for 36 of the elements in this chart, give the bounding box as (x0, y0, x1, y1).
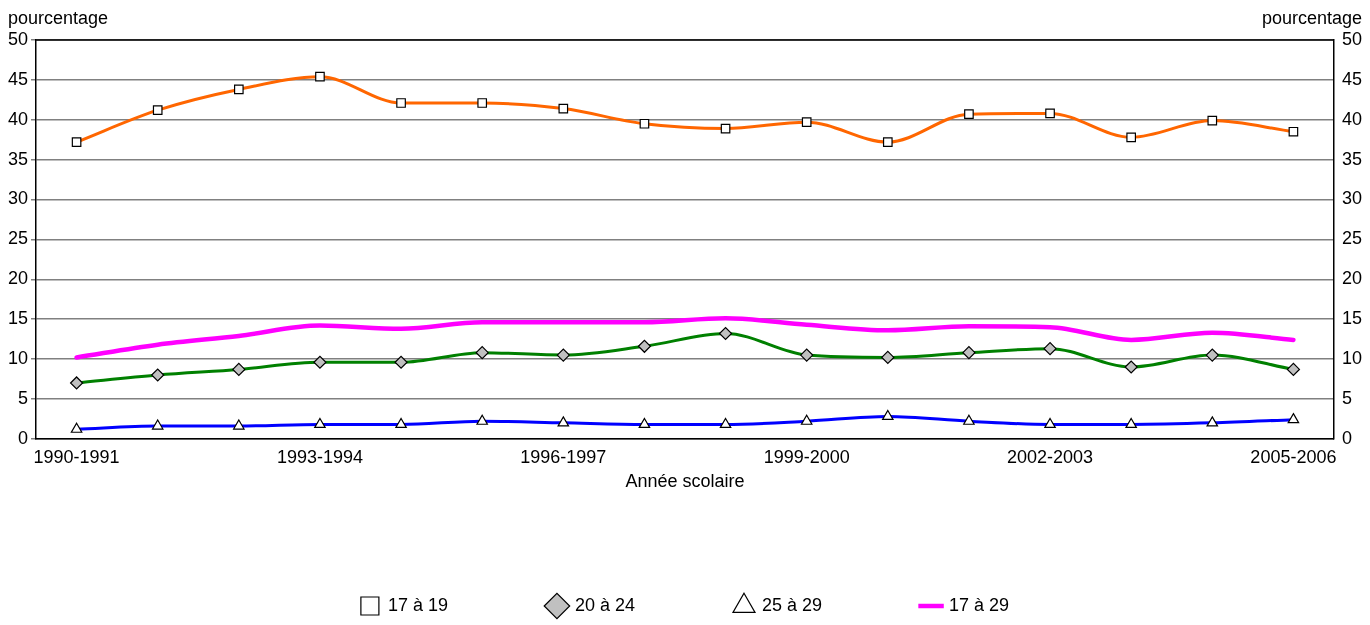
y2-tick-label: 35 (1341, 148, 1363, 169)
y2-axis-title: pourcentage (1261, 7, 1362, 28)
y2-tick-label: 45 (1341, 68, 1363, 89)
y2-tick-label: 40 (1341, 108, 1363, 129)
x-tick-label: 2002-2003 (1007, 446, 1094, 467)
y-tick-label: 20 (7, 268, 29, 289)
x-tick-label: 2005-2006 (1250, 446, 1337, 467)
line-series (74, 316, 1296, 360)
y-tick-label: 5 (18, 387, 29, 408)
x-tick-label: 1993-1994 (276, 446, 363, 467)
y2-tick-label: 10 (1341, 348, 1363, 369)
y-tick-label: 0 (18, 427, 29, 448)
y2-tick-label: 0 (1341, 427, 1352, 448)
y-tick-label: 15 (7, 308, 29, 329)
y-tick-label: 30 (7, 188, 29, 209)
x-axis-title: Année scolaire (625, 471, 745, 492)
y2-tick-label: 5 (1341, 387, 1352, 408)
y2-tick-label: 30 (1341, 188, 1363, 209)
legend-label: 20 à 24 (574, 594, 636, 615)
legend-label: 17 à 19 (387, 594, 448, 615)
y2-tick-label: 20 (1341, 268, 1363, 289)
y-tick-label: 10 (7, 348, 29, 369)
legend-label: 17 à 29 (949, 594, 1010, 615)
y2-tick-label: 50 (1341, 28, 1363, 49)
x-tick-label: 1996-1997 (520, 446, 607, 467)
legend-label: 25 à 29 (762, 594, 823, 615)
y-tick-label: 50 (7, 28, 29, 49)
y-axis-title: pourcentage (8, 7, 109, 28)
y-tick-label: 40 (7, 108, 29, 129)
y-tick-label: 25 (7, 228, 29, 249)
y2-tick-label: 15 (1341, 308, 1363, 329)
x-tick-label: 1990-1991 (33, 446, 120, 467)
x-tick-label: 1999-2000 (763, 446, 850, 467)
y-tick-label: 35 (7, 148, 29, 169)
y2-tick-label: 25 (1341, 228, 1363, 249)
y-tick-label: 45 (7, 68, 29, 89)
